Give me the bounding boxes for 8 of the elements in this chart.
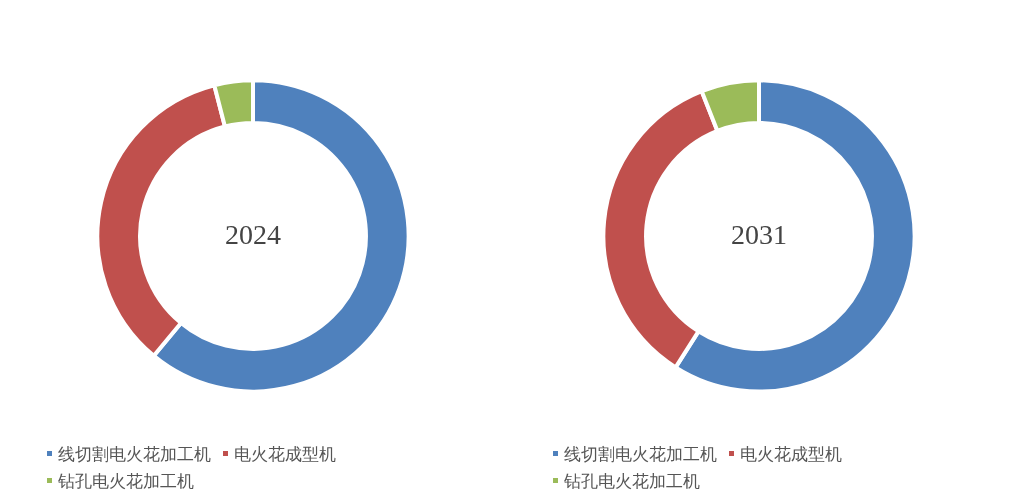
legend-label: 钻孔电火花加工机 <box>563 470 700 491</box>
legend-label: 电火花成型机 <box>234 443 336 464</box>
legend-label: 线切割电火花加工机 <box>564 443 717 464</box>
legend-label: 电火花成型机 <box>740 443 842 464</box>
text: 2031 <box>731 219 787 251</box>
legend-label: 线切割电火花加工机 <box>58 443 211 464</box>
text: 2024 <box>225 219 281 251</box>
legend-label: 钻孔电火花加工机 <box>57 470 194 491</box>
